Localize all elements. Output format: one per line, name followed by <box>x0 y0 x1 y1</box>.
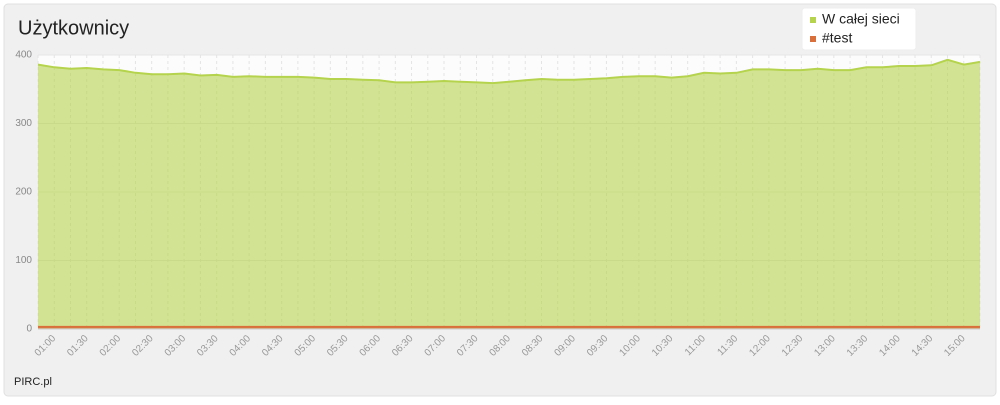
area-fill <box>38 59 980 330</box>
legend-label: W całej sieci <box>822 11 900 27</box>
series-line <box>37 58 981 85</box>
y-tick-label: 200 <box>15 187 32 198</box>
y-tick-label: 100 <box>15 255 32 266</box>
chart-title: Użytkownicy <box>18 17 129 39</box>
legend-swatch <box>810 36 816 42</box>
y-tick-label: 0 <box>26 324 32 335</box>
y-tick-label: 400 <box>15 50 32 61</box>
credit: PIRC.pl <box>14 376 52 388</box>
legend-swatch <box>810 17 816 23</box>
legend-box <box>801 7 917 51</box>
y-tick-label: 300 <box>15 118 32 129</box>
legend-label: #test <box>822 30 852 46</box>
